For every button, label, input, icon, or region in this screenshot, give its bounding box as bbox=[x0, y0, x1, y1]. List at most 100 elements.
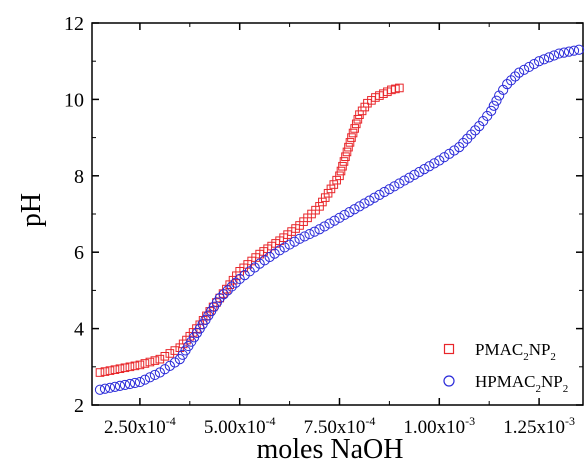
x-tick-mantissa: 5.00x10 bbox=[204, 417, 266, 438]
data-point-circle bbox=[434, 155, 445, 166]
data-point-circle bbox=[274, 245, 285, 256]
data-point-circle bbox=[339, 209, 350, 221]
data-point-circle bbox=[486, 105, 497, 116]
data-point-circle bbox=[374, 189, 385, 200]
data-point-circle bbox=[409, 169, 420, 180]
data-point-square bbox=[341, 152, 350, 161]
y-tick-label: 6 bbox=[74, 242, 84, 264]
data-point-circle bbox=[384, 184, 395, 195]
data-point-circle bbox=[304, 228, 315, 240]
data-point-circle bbox=[404, 172, 415, 183]
series bbox=[94, 44, 585, 395]
data-point-circle bbox=[482, 110, 493, 122]
data-point-circle bbox=[498, 84, 509, 95]
data-point-circle bbox=[294, 233, 305, 244]
legend-square-icon bbox=[443, 343, 455, 355]
data-point-square bbox=[100, 367, 110, 376]
data-point-circle bbox=[524, 61, 535, 73]
data-point-circle bbox=[129, 377, 141, 389]
data-point-circle bbox=[299, 231, 310, 242]
data-point-square bbox=[115, 364, 125, 374]
y-axis-label: pH bbox=[16, 193, 47, 227]
data-point-circle bbox=[474, 121, 485, 132]
series-HPMAC2NP2 bbox=[94, 44, 585, 395]
data-point-square bbox=[351, 119, 361, 129]
data-point-circle bbox=[389, 181, 400, 192]
data-point-circle bbox=[538, 54, 550, 65]
x-tick-label: 2.50x10-4 bbox=[104, 414, 176, 438]
data-point-square bbox=[329, 180, 339, 189]
data-point-circle bbox=[563, 46, 575, 57]
data-point-circle bbox=[359, 198, 370, 209]
data-point-circle bbox=[414, 166, 425, 178]
y-tick-label: 8 bbox=[74, 166, 84, 188]
data-point-square bbox=[110, 365, 120, 374]
data-point-circle bbox=[491, 95, 502, 106]
data-point-circle bbox=[488, 100, 499, 111]
data-point-circle bbox=[444, 148, 455, 159]
data-point-square bbox=[344, 142, 353, 152]
data-point-circle bbox=[449, 145, 460, 156]
legend-circle-icon bbox=[443, 375, 455, 387]
y-tick-label: 4 bbox=[74, 319, 84, 341]
data-point-square bbox=[395, 83, 404, 93]
data-point-square bbox=[130, 361, 140, 371]
data-point-circle bbox=[369, 192, 380, 203]
data-point-square bbox=[150, 356, 160, 365]
legend: PMAC2NP2 HPMAC2NP2 bbox=[443, 340, 568, 395]
data-point-circle bbox=[94, 384, 106, 395]
data-point-square bbox=[140, 359, 150, 368]
data-point-square bbox=[335, 171, 344, 181]
data-point-circle bbox=[124, 378, 136, 390]
data-point-circle bbox=[284, 239, 295, 250]
data-point-circle bbox=[558, 47, 570, 58]
data-point-square bbox=[135, 360, 145, 370]
data-point-square bbox=[155, 354, 165, 364]
data-point-square bbox=[326, 184, 336, 194]
data-point-circle bbox=[548, 50, 560, 61]
data-point-circle bbox=[344, 206, 355, 218]
legend-label: HPMAC2NP2 bbox=[475, 372, 568, 395]
data-point-circle bbox=[264, 251, 275, 263]
data-point-square bbox=[120, 363, 130, 373]
data-point-circle bbox=[314, 224, 325, 235]
x-tick-label: 5.00x10-4 bbox=[204, 414, 276, 438]
x-tick-label: 1.00x10-3 bbox=[403, 414, 475, 438]
data-point-circle bbox=[573, 44, 585, 55]
data-point-circle bbox=[543, 52, 555, 63]
data-point-square bbox=[348, 128, 358, 138]
data-point-square bbox=[347, 133, 356, 142]
data-point-circle bbox=[553, 48, 565, 59]
data-point-circle bbox=[164, 360, 175, 371]
data-point-square bbox=[353, 114, 363, 124]
y-tick-label: 10 bbox=[64, 89, 84, 111]
x-tick-mantissa: 1.00x10 bbox=[403, 417, 465, 438]
data-point-circle bbox=[533, 56, 545, 67]
data-point-circle bbox=[399, 175, 410, 186]
data-point-circle bbox=[324, 218, 335, 229]
data-point-circle bbox=[519, 64, 530, 75]
data-point-circle bbox=[279, 242, 290, 253]
data-point-circle bbox=[510, 71, 521, 82]
x-tick-mantissa: 2.50x10 bbox=[104, 417, 166, 438]
data-point-circle bbox=[319, 221, 330, 232]
data-point-circle bbox=[169, 357, 180, 368]
data-point-circle bbox=[506, 75, 517, 86]
x-tick-label: 1.25x10-3 bbox=[503, 414, 575, 438]
x-tick-exponent: -4 bbox=[166, 414, 176, 428]
data-point-circle bbox=[364, 195, 375, 206]
data-point-circle bbox=[309, 226, 320, 237]
data-point-circle bbox=[379, 186, 390, 198]
data-point-circle bbox=[222, 285, 233, 296]
data-point-square bbox=[320, 193, 330, 202]
legend-label: PMAC2NP2 bbox=[475, 340, 556, 363]
x-tick-mantissa: 7.50x10 bbox=[304, 417, 366, 438]
data-point-circle bbox=[119, 379, 131, 391]
data-point-circle bbox=[144, 372, 155, 383]
data-point-circle bbox=[568, 45, 580, 56]
data-point-circle bbox=[230, 277, 241, 288]
data-point-square bbox=[105, 366, 115, 375]
data-point-square bbox=[160, 351, 170, 361]
data-point-square bbox=[345, 138, 355, 147]
